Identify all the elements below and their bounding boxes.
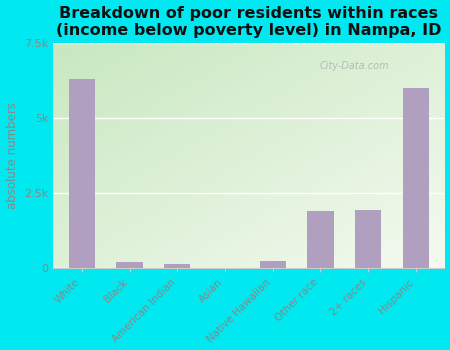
- Bar: [69, 79, 95, 268]
- Bar: [164, 264, 190, 268]
- Y-axis label: absolute numbers: absolute numbers: [5, 102, 18, 209]
- Bar: [117, 262, 143, 268]
- Text: City-Data.com: City-Data.com: [319, 61, 389, 71]
- Bar: [355, 210, 381, 268]
- Bar: [260, 260, 286, 268]
- Bar: [307, 211, 333, 268]
- Bar: [403, 88, 429, 268]
- Title: Breakdown of poor residents within races
(income below poverty level) in Nampa, : Breakdown of poor residents within races…: [56, 6, 441, 38]
